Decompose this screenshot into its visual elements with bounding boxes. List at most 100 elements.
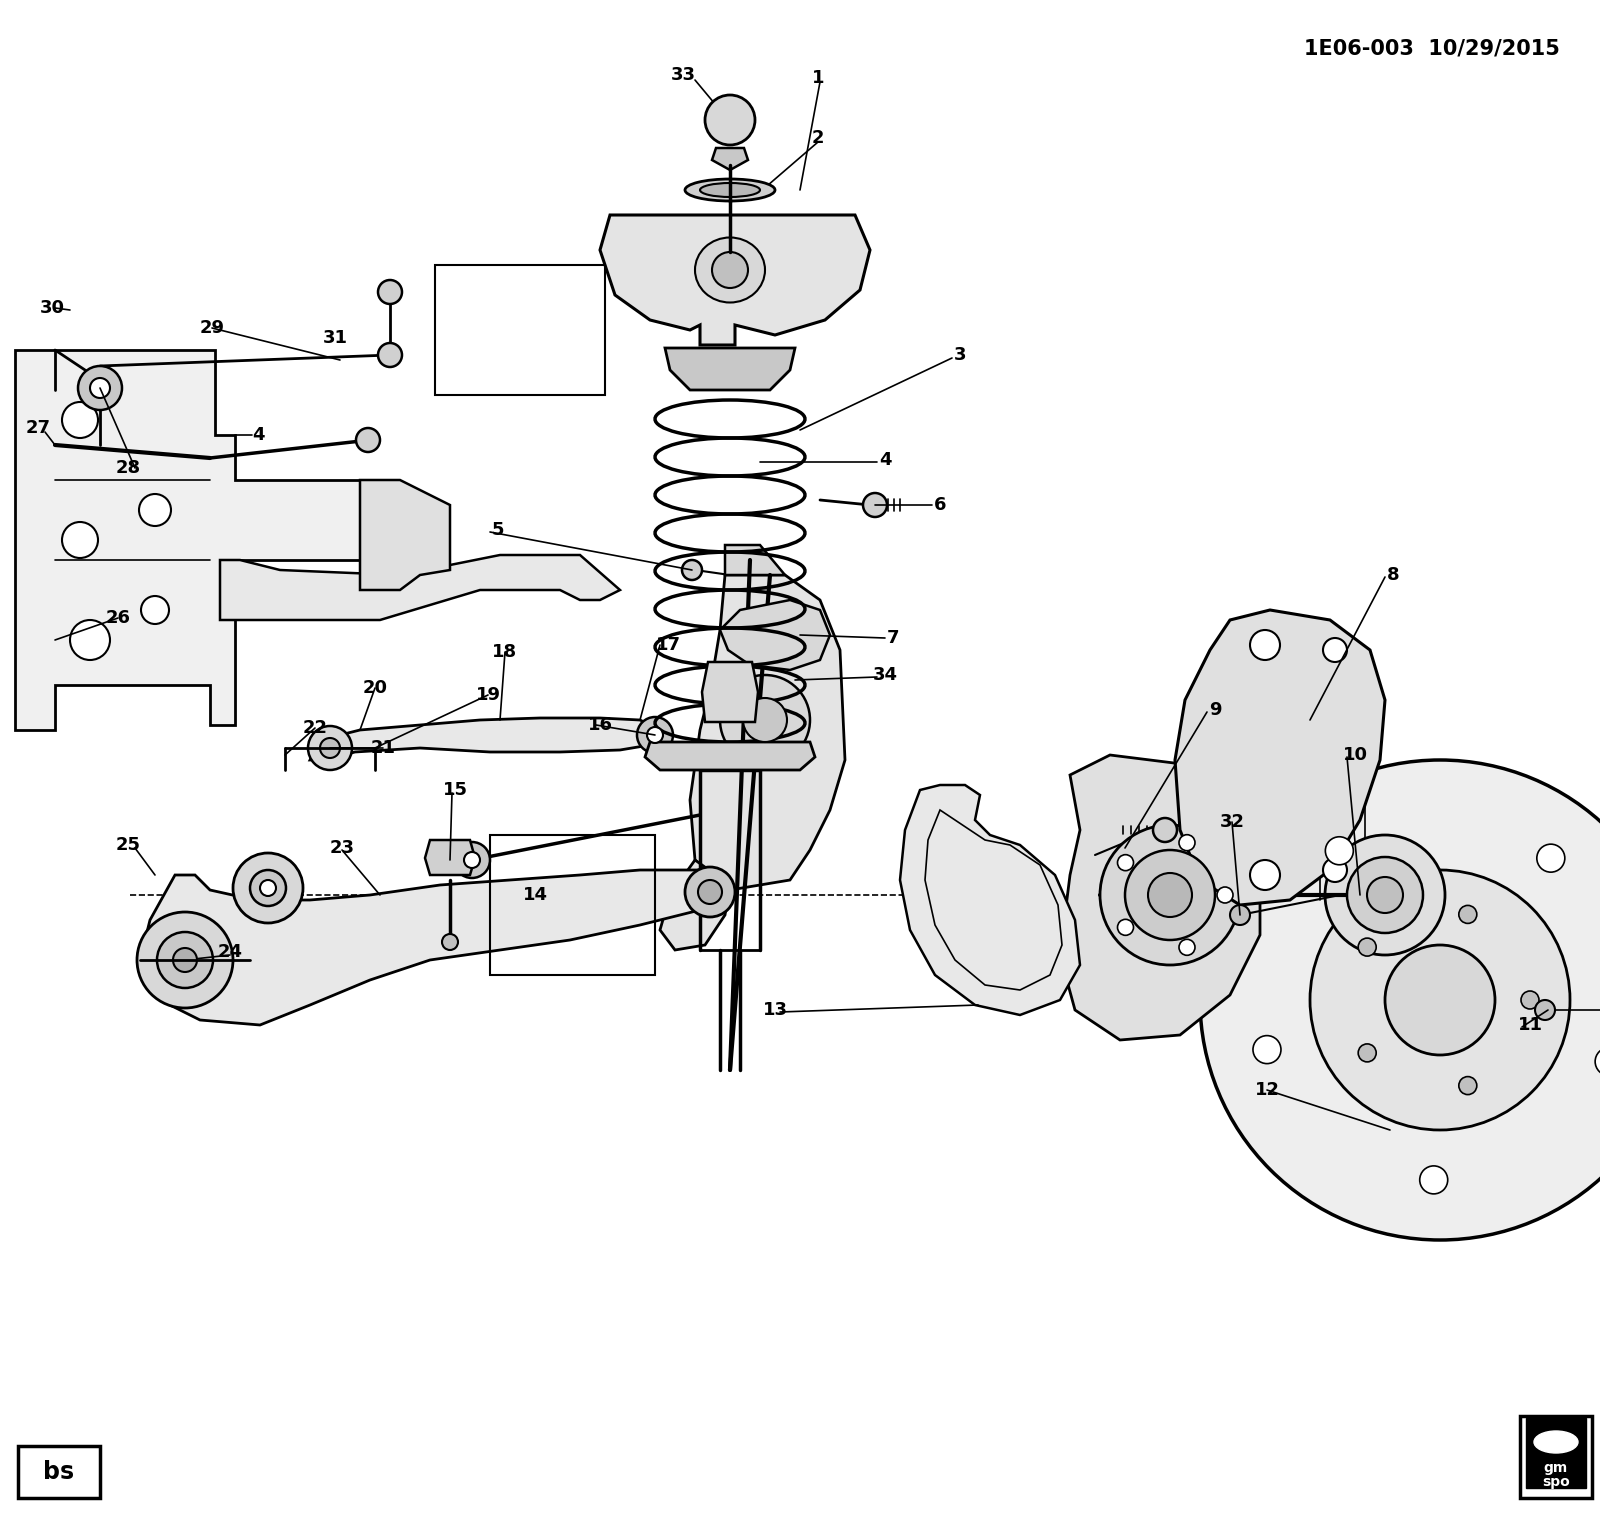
Polygon shape bbox=[899, 785, 1080, 1016]
Circle shape bbox=[1253, 1035, 1282, 1064]
Bar bbox=[435, 265, 605, 396]
Text: 4: 4 bbox=[251, 426, 264, 444]
Circle shape bbox=[1149, 873, 1192, 917]
Text: gm: gm bbox=[1544, 1461, 1568, 1475]
Polygon shape bbox=[690, 575, 845, 890]
Circle shape bbox=[1366, 876, 1403, 913]
Circle shape bbox=[138, 913, 234, 1008]
Circle shape bbox=[78, 365, 122, 409]
Circle shape bbox=[1538, 844, 1565, 872]
Text: 14: 14 bbox=[523, 885, 547, 904]
Text: 22: 22 bbox=[302, 719, 328, 737]
Circle shape bbox=[259, 879, 277, 896]
Text: 4: 4 bbox=[878, 450, 891, 468]
Polygon shape bbox=[1174, 609, 1386, 905]
Circle shape bbox=[637, 717, 674, 753]
Circle shape bbox=[1250, 860, 1280, 890]
Text: 15: 15 bbox=[443, 781, 467, 799]
Text: 3: 3 bbox=[954, 346, 966, 364]
Text: 2: 2 bbox=[811, 129, 824, 147]
Text: 21: 21 bbox=[371, 738, 395, 756]
Text: 27: 27 bbox=[26, 418, 51, 437]
Circle shape bbox=[1101, 825, 1240, 966]
Circle shape bbox=[646, 728, 662, 743]
Circle shape bbox=[1323, 858, 1347, 882]
Circle shape bbox=[307, 726, 352, 770]
Circle shape bbox=[378, 343, 402, 367]
Text: 33: 33 bbox=[670, 67, 696, 83]
Circle shape bbox=[706, 96, 755, 146]
Circle shape bbox=[712, 252, 749, 288]
Circle shape bbox=[1179, 940, 1195, 955]
Text: 28: 28 bbox=[115, 459, 141, 478]
Circle shape bbox=[1358, 1045, 1376, 1061]
Polygon shape bbox=[426, 840, 475, 875]
Circle shape bbox=[157, 932, 213, 988]
Circle shape bbox=[442, 934, 458, 951]
Polygon shape bbox=[712, 149, 749, 170]
Polygon shape bbox=[645, 741, 814, 770]
Ellipse shape bbox=[701, 183, 760, 197]
Text: 11: 11 bbox=[1517, 1016, 1542, 1034]
Polygon shape bbox=[141, 870, 720, 1025]
Circle shape bbox=[698, 879, 722, 904]
Text: 12: 12 bbox=[1254, 1081, 1280, 1099]
Circle shape bbox=[250, 870, 286, 907]
Circle shape bbox=[1323, 638, 1347, 662]
Circle shape bbox=[1230, 905, 1250, 925]
Text: 8: 8 bbox=[1387, 565, 1400, 584]
Circle shape bbox=[173, 948, 197, 972]
Circle shape bbox=[742, 697, 787, 741]
Text: 24: 24 bbox=[218, 943, 243, 961]
Text: 7: 7 bbox=[886, 629, 899, 647]
Polygon shape bbox=[310, 719, 661, 760]
Bar bbox=[1520, 1416, 1592, 1498]
Circle shape bbox=[1325, 835, 1445, 955]
Text: 1E06-003  10/29/2015: 1E06-003 10/29/2015 bbox=[1304, 38, 1560, 58]
Circle shape bbox=[1310, 870, 1570, 1129]
Circle shape bbox=[70, 620, 110, 659]
Text: 32: 32 bbox=[1219, 813, 1245, 831]
Polygon shape bbox=[221, 555, 621, 620]
Text: 29: 29 bbox=[200, 318, 224, 337]
Circle shape bbox=[1459, 905, 1477, 923]
Text: 25: 25 bbox=[115, 835, 141, 854]
Circle shape bbox=[1250, 631, 1280, 659]
Circle shape bbox=[1347, 857, 1422, 932]
Text: 17: 17 bbox=[656, 637, 680, 653]
Circle shape bbox=[378, 280, 402, 305]
Circle shape bbox=[454, 841, 490, 878]
Circle shape bbox=[1534, 1001, 1555, 1020]
Text: spo: spo bbox=[1542, 1475, 1570, 1489]
Text: 30: 30 bbox=[40, 299, 64, 317]
Circle shape bbox=[1595, 1048, 1600, 1075]
Circle shape bbox=[1154, 819, 1178, 841]
Polygon shape bbox=[1059, 755, 1261, 1040]
Polygon shape bbox=[600, 215, 870, 346]
Ellipse shape bbox=[694, 238, 765, 303]
Circle shape bbox=[1386, 944, 1494, 1055]
Text: 13: 13 bbox=[763, 1001, 787, 1019]
Text: 23: 23 bbox=[330, 838, 355, 857]
Text: 26: 26 bbox=[106, 609, 131, 628]
Polygon shape bbox=[725, 544, 786, 575]
Bar bbox=[490, 835, 654, 975]
Polygon shape bbox=[666, 349, 795, 390]
Polygon shape bbox=[720, 600, 830, 670]
Polygon shape bbox=[360, 481, 450, 590]
Circle shape bbox=[1117, 855, 1133, 870]
Polygon shape bbox=[14, 350, 370, 731]
Circle shape bbox=[1125, 850, 1214, 940]
Circle shape bbox=[720, 675, 810, 766]
Circle shape bbox=[1200, 760, 1600, 1240]
Text: 31: 31 bbox=[323, 329, 347, 347]
Circle shape bbox=[685, 867, 734, 917]
Circle shape bbox=[682, 559, 702, 581]
Circle shape bbox=[62, 522, 98, 558]
Circle shape bbox=[1117, 919, 1133, 935]
Bar bbox=[1526, 1417, 1586, 1489]
Circle shape bbox=[1522, 991, 1539, 1010]
Polygon shape bbox=[661, 860, 730, 951]
Text: 9: 9 bbox=[1208, 700, 1221, 719]
Bar bbox=[18, 1446, 99, 1498]
